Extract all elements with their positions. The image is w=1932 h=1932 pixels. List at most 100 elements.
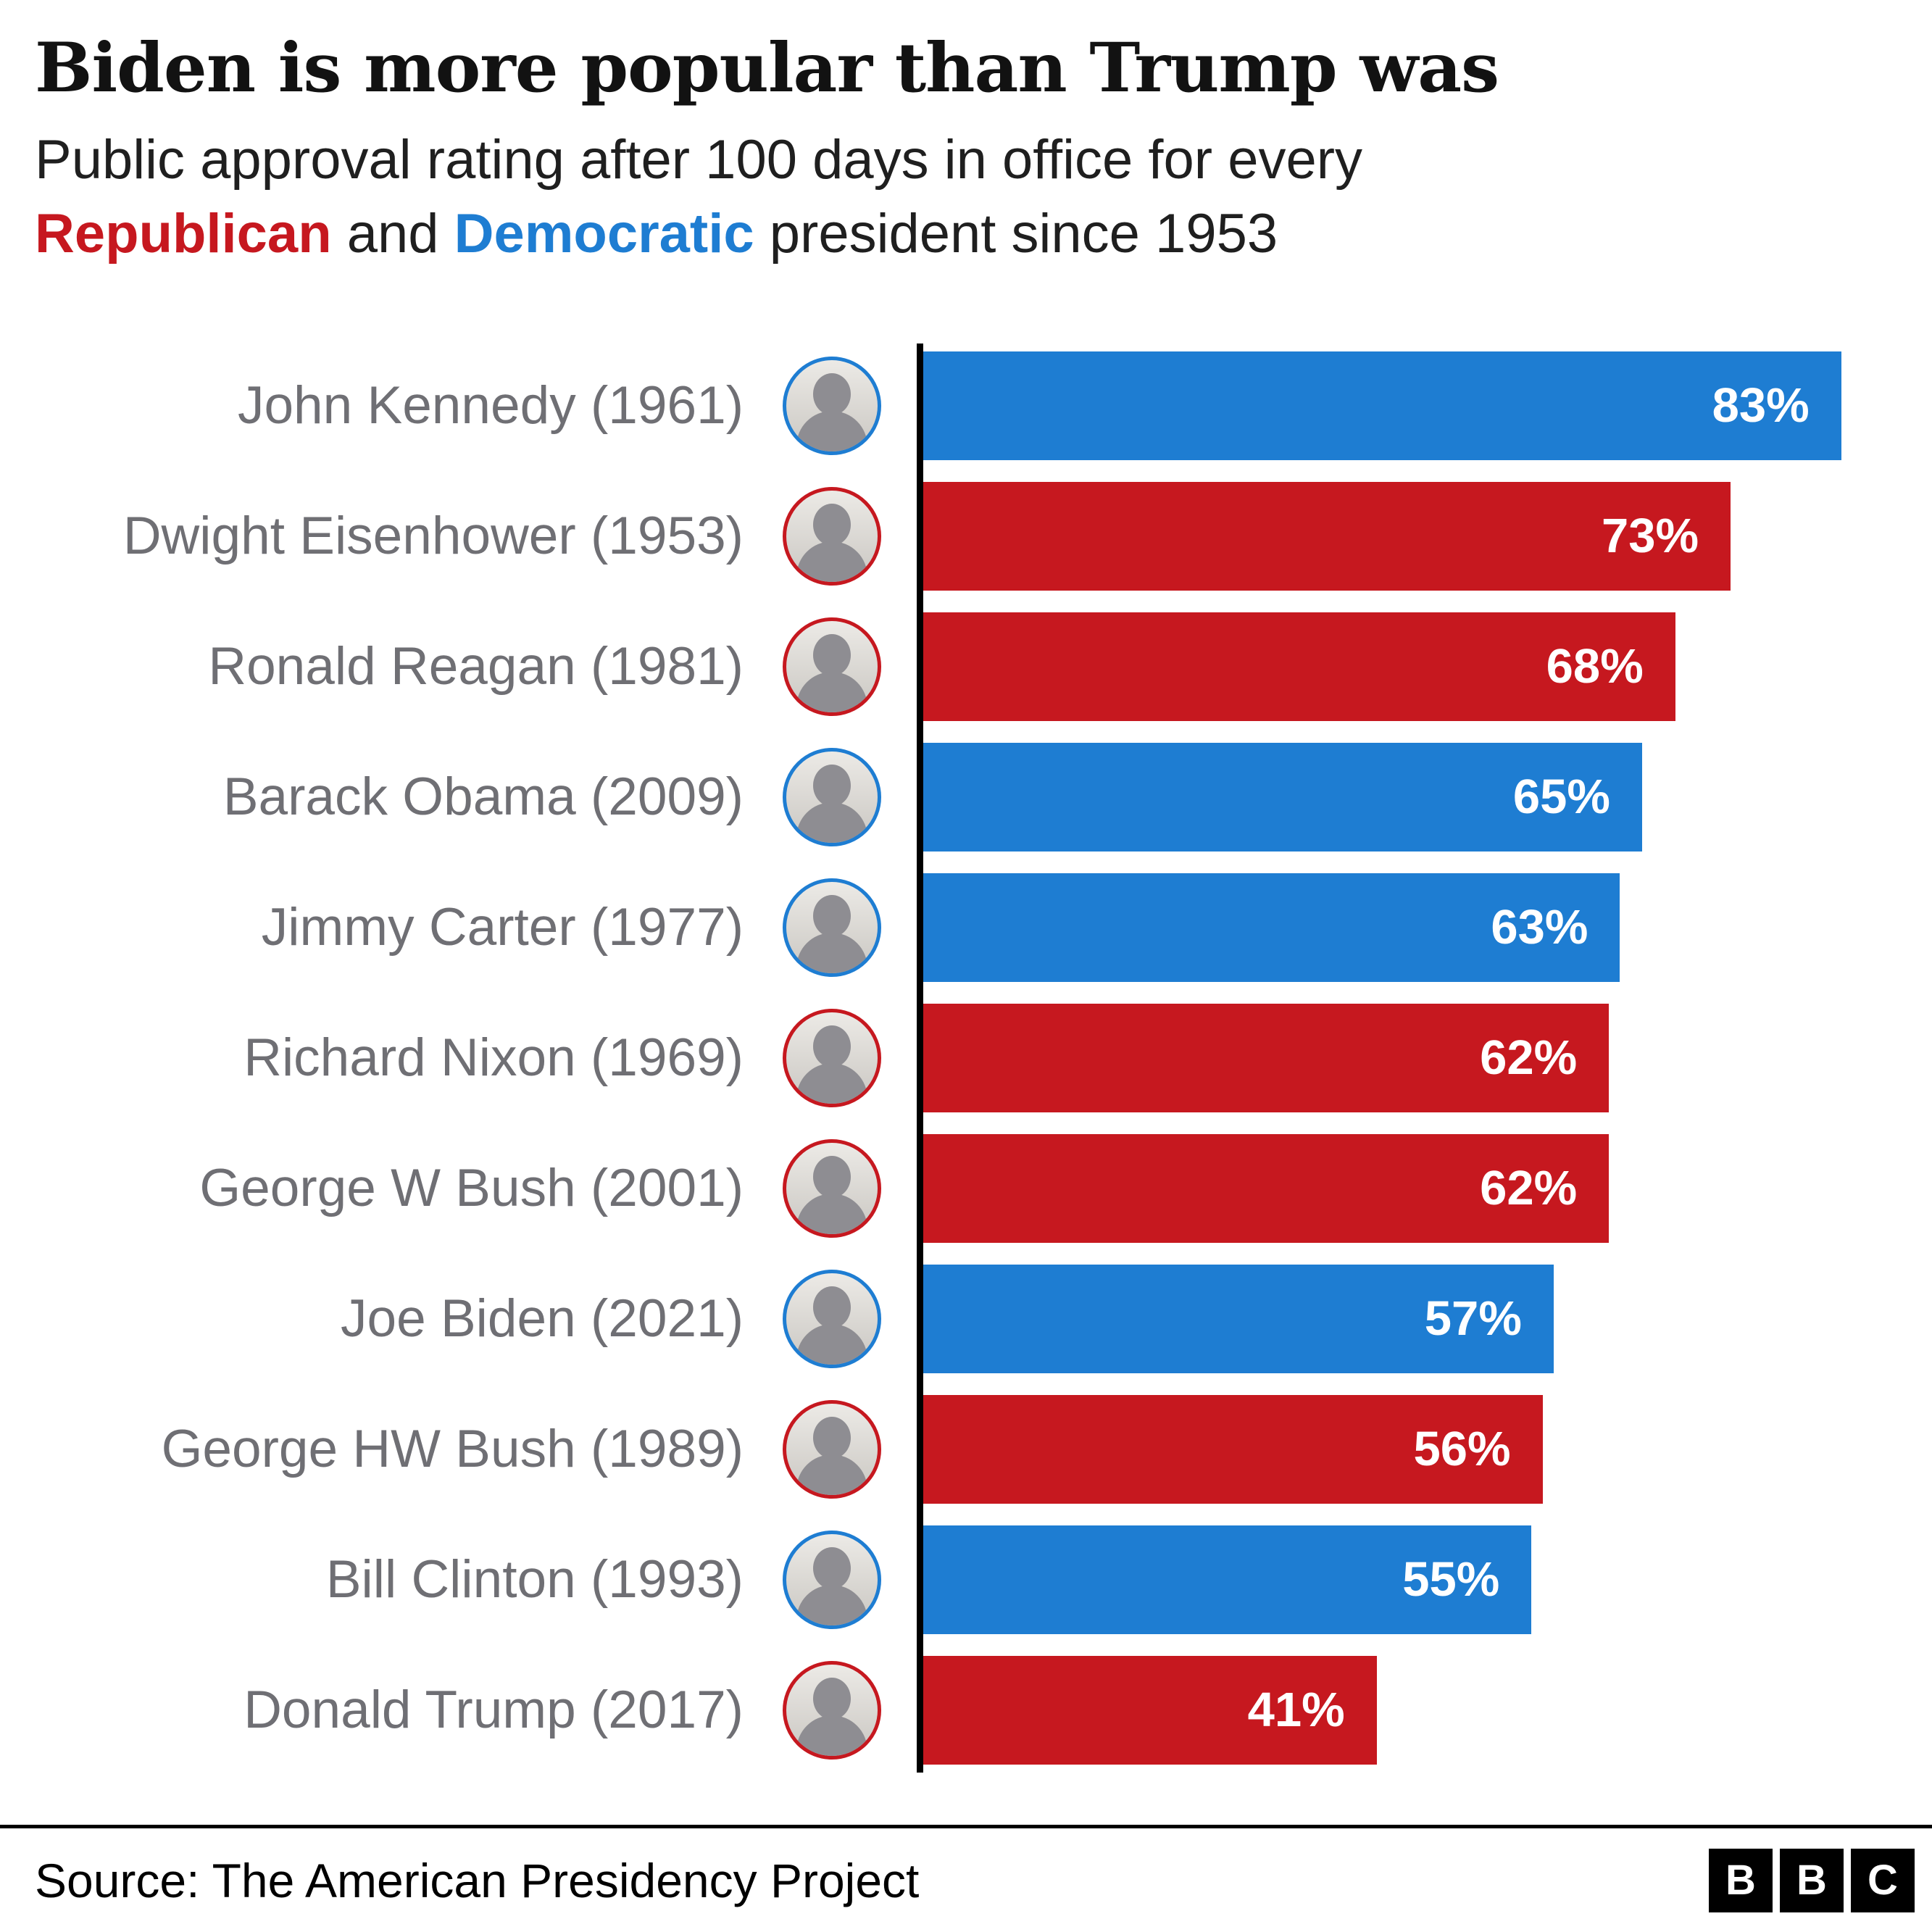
president-label: Ronald Reagan (1981) [208,637,744,696]
president-label: Donald Trump (2017) [243,1681,744,1740]
person-head-shape [812,1546,851,1589]
bbc-logo-block: B [1709,1848,1773,1912]
president-label: Bill Clinton (1993) [325,1550,744,1610]
chart-row: Dwight Eisenhower (1953) 73% [0,471,1932,601]
person-head-shape [812,764,851,807]
portrait-cell [746,1530,917,1629]
approval-bar: 55% [923,1525,1532,1634]
bar-track: 57% [917,1254,1932,1384]
bar-track: 68% [917,601,1932,732]
republican-word: Republican [35,202,332,265]
person-head-shape [812,633,851,676]
president-label: Dwight Eisenhower (1953) [122,507,744,566]
value-label: 41% [1247,1683,1345,1738]
president-label: George W Bush (2001) [199,1159,744,1218]
value-label: 65% [1512,770,1610,825]
person-head-shape [812,372,851,415]
person-head-shape [812,1025,851,1067]
chart-row: John Kennedy (1961) 83% [0,341,1932,471]
portrait-cell [746,1008,917,1107]
approval-bar: 68% [923,612,1675,721]
person-shoulders-shape [796,410,867,451]
person-shoulders-shape [796,1323,867,1365]
president-label: Jimmy Carter (1977) [261,898,744,957]
president-portrait [782,1138,881,1238]
chart-row: Bill Clinton (1993) 55% [0,1515,1932,1645]
president-label: Joe Biden (2021) [341,1289,744,1349]
value-label: 68% [1546,639,1644,694]
bar-track: 62% [917,1123,1932,1254]
bbc-logo-block: B [1780,1848,1844,1912]
person-shoulders-shape [796,1454,867,1495]
person-head-shape [812,1155,851,1198]
bar-track: 62% [917,993,1932,1123]
approval-bar: 83% [923,351,1841,460]
bar-track: 83% [917,341,1932,471]
bbc-logo: B B C [1709,1848,1915,1912]
chart-subtitle: Public approval rating after 100 days in… [35,123,1897,271]
person-shoulders-shape [796,541,867,582]
chart-rows: John Kennedy (1961) 83% Dwight Eisenhowe… [0,341,1932,1775]
source-text: Source: The American Presidency Project [35,1853,920,1907]
approval-bar: 57% [923,1264,1554,1373]
person-head-shape [812,1677,851,1720]
portrait-cell [746,356,917,455]
president-portrait [782,1399,881,1499]
chart-row: Donald Trump (2017) 41% [0,1645,1932,1775]
chart-row: George HW Bush (1989) 56% [0,1384,1932,1515]
value-label: 55% [1402,1552,1500,1607]
president-portrait [782,1660,881,1760]
value-label: 62% [1480,1161,1578,1216]
bar-track: 73% [917,471,1932,601]
subtitle-line2: Republican and Democratic president sinc… [35,197,1897,271]
person-head-shape [812,894,851,937]
chart-row: Ronald Reagan (1981) 68% [0,601,1932,732]
portrait-cell [746,1269,917,1368]
person-shoulders-shape [796,932,867,973]
value-label: 62% [1480,1030,1578,1086]
person-shoulders-shape [796,1715,867,1756]
chart-row: Barack Obama (2009) 65% [0,732,1932,862]
approval-bar: 62% [923,1133,1610,1243]
portrait-cell [746,747,917,846]
bar-track: 55% [917,1515,1932,1645]
democratic-word: Democratic [454,202,754,265]
value-label: 56% [1413,1422,1511,1477]
president-portrait [782,1530,881,1629]
approval-bar: 56% [923,1394,1543,1504]
chart-header: Biden is more popular than Trump was Pub… [0,0,1932,271]
president-label: Barack Obama (2009) [222,767,744,827]
president-label: George HW Bush (1989) [161,1420,744,1479]
bar-track: 56% [917,1384,1932,1515]
president-portrait [782,486,881,586]
chart-row: Joe Biden (2021) 57% [0,1254,1932,1384]
chart-row: George W Bush (2001) 62% [0,1123,1932,1254]
person-shoulders-shape [796,801,867,843]
portrait-cell [746,1399,917,1499]
bar-chart: John Kennedy (1961) 83% Dwight Eisenhowe… [0,341,1932,1775]
person-head-shape [812,1286,851,1328]
axis-baseline [917,343,923,1773]
subtitle-suffix-text: president since 1953 [754,202,1278,265]
president-portrait [782,1008,881,1107]
president-portrait [782,617,881,716]
portrait-cell [746,878,917,977]
president-portrait [782,356,881,455]
person-shoulders-shape [796,671,867,712]
portrait-cell [746,486,917,586]
person-shoulders-shape [796,1584,867,1625]
person-head-shape [812,1416,851,1459]
person-shoulders-shape [796,1193,867,1234]
bbc-logo-block: C [1851,1848,1915,1912]
person-shoulders-shape [796,1062,867,1104]
approval-bar: 65% [923,742,1642,852]
value-label: 73% [1601,509,1699,564]
president-label: John Kennedy (1961) [237,376,744,436]
portrait-cell [746,617,917,716]
approval-bar: 41% [923,1655,1377,1765]
page-title: Biden is more popular than Trump was [35,28,1499,108]
footer: Source: The American Presidency Project … [0,1825,1932,1932]
president-label: Richard Nixon (1969) [243,1028,744,1088]
subtitle-line1: Public approval rating after 100 days in… [35,129,1363,191]
portrait-cell [746,1138,917,1238]
